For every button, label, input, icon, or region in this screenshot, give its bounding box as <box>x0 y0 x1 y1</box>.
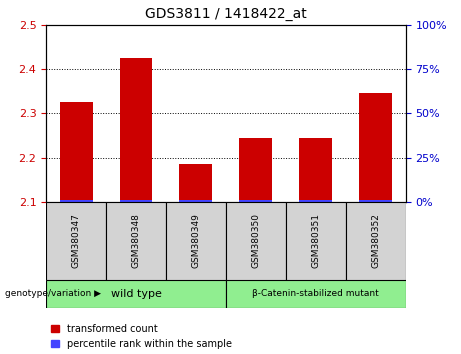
Bar <box>119 58 153 202</box>
Bar <box>359 200 392 202</box>
Text: GSM380349: GSM380349 <box>191 213 201 268</box>
Bar <box>166 202 226 280</box>
Bar <box>299 138 332 202</box>
Legend: transformed count, percentile rank within the sample: transformed count, percentile rank withi… <box>51 324 231 349</box>
Bar <box>286 202 346 280</box>
Bar <box>46 280 226 308</box>
Text: genotype/variation ▶: genotype/variation ▶ <box>5 289 100 298</box>
Bar <box>226 202 286 280</box>
Bar <box>299 200 332 202</box>
Text: β-Catenin-stabilized mutant: β-Catenin-stabilized mutant <box>253 289 379 298</box>
Title: GDS3811 / 1418422_at: GDS3811 / 1418422_at <box>145 7 307 21</box>
Bar <box>359 93 392 202</box>
Bar <box>46 202 106 280</box>
Text: GSM380348: GSM380348 <box>131 213 141 268</box>
Bar <box>239 138 272 202</box>
Bar <box>179 200 213 202</box>
Text: wild type: wild type <box>111 289 161 299</box>
Bar <box>119 200 153 202</box>
Text: GSM380351: GSM380351 <box>311 213 320 268</box>
Bar <box>239 200 272 202</box>
Bar <box>59 200 93 202</box>
Bar <box>179 164 213 202</box>
Bar <box>59 102 93 202</box>
Bar <box>226 280 406 308</box>
Text: GSM380352: GSM380352 <box>371 213 380 268</box>
Text: GSM380350: GSM380350 <box>251 213 260 268</box>
Bar <box>106 202 166 280</box>
Text: GSM380347: GSM380347 <box>71 213 81 268</box>
Bar <box>346 202 406 280</box>
